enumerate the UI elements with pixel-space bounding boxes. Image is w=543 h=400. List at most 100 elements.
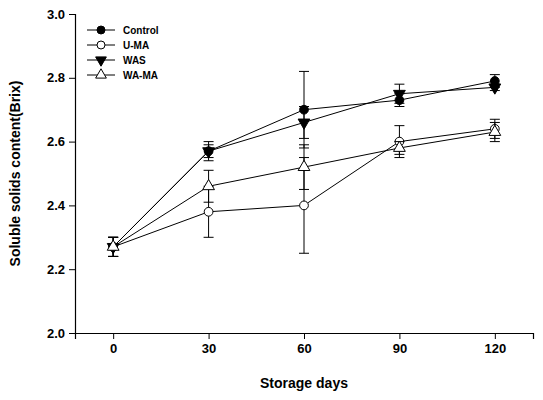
series-line — [113, 132, 495, 247]
error-bar-cap — [108, 237, 118, 238]
error-bar-cap — [204, 160, 214, 161]
error-bar-cap — [108, 256, 118, 257]
error-bar-cap — [299, 138, 309, 139]
error-bar — [299, 71, 309, 148]
series-line — [113, 129, 495, 247]
x-tick-label: 30 — [202, 341, 216, 356]
chart: 0 30 60 90 120 2.0 2.2 2.4 2.6 2.8 3.0 Control U-MA W… — [0, 0, 543, 400]
legend-label: Control — [123, 25, 159, 36]
x-tick-mark — [113, 333, 114, 339]
error-bar-cap — [394, 106, 404, 107]
error-bar-cap — [394, 84, 404, 85]
error-bar-cap — [108, 256, 118, 257]
legend-label: WAS — [123, 55, 146, 66]
error-bar — [394, 84, 404, 103]
series — [107, 122, 500, 256]
error-bar-cap — [490, 141, 500, 142]
series — [108, 71, 500, 256]
series-line — [113, 87, 495, 247]
legend-marker — [96, 69, 107, 78]
error-bar — [108, 237, 118, 256]
error-bar-cap — [108, 237, 118, 238]
marker — [394, 90, 406, 100]
error-bar — [204, 145, 214, 158]
marker — [489, 84, 501, 94]
error-bar-cap — [394, 125, 404, 126]
legend-marker — [96, 57, 107, 66]
marker — [203, 148, 215, 158]
error-bar-cap — [204, 141, 214, 142]
error-bar — [299, 145, 309, 190]
y-tick-label: 2.8 — [47, 70, 65, 85]
y-tick-label: 2.2 — [47, 262, 65, 277]
error-bar-cap — [108, 237, 118, 238]
y-tick: 3.0 — [47, 7, 75, 22]
legend-label: WA-MA — [123, 70, 158, 81]
legend-item: Control — [87, 25, 159, 36]
y-tick: 2.0 — [47, 326, 75, 341]
y-tick-mark — [69, 14, 75, 15]
x-tick-mark — [209, 333, 210, 339]
x-tick-mark — [304, 333, 305, 339]
error-bar-stem — [304, 71, 305, 148]
error-bar — [490, 119, 500, 138]
y-tick: 2.6 — [47, 134, 75, 149]
y-tick-mark — [69, 205, 75, 206]
x-tick-label: 90 — [393, 341, 407, 356]
error-bar-cap — [490, 122, 500, 123]
series-group — [107, 71, 500, 256]
error-bar-cap — [204, 237, 214, 238]
marker — [394, 141, 406, 151]
legend-item: U-MA — [87, 40, 149, 51]
y-tick-label: 2.4 — [47, 198, 66, 213]
x-tick: 30 — [202, 333, 216, 356]
y-tick: 2.2 — [47, 262, 75, 277]
error-bar-cap — [299, 189, 309, 190]
x-tick: 90 — [393, 333, 407, 356]
y-tick-label: 2.6 — [47, 134, 65, 149]
legend-marker — [97, 26, 105, 34]
error-bar-cap — [490, 119, 500, 120]
error-bar-cap — [204, 144, 214, 145]
x-tick-label: 120 — [484, 341, 506, 356]
error-bar-cap — [299, 71, 309, 72]
y-tick-mark — [69, 269, 75, 270]
error-bar-cap — [299, 144, 309, 145]
x-tick-mark — [399, 333, 400, 339]
marker — [489, 125, 501, 135]
error-bar — [204, 142, 214, 161]
error-bar — [108, 237, 118, 256]
x-axis-line — [76, 334, 534, 340]
error-bar — [394, 126, 404, 158]
legend-item: WAS — [87, 55, 146, 67]
x-tick-label: 60 — [297, 341, 311, 356]
y-tick-mark — [69, 333, 75, 334]
error-bar-cap — [394, 154, 404, 155]
y-tick-label: 2.0 — [47, 326, 65, 341]
legend-marker — [97, 41, 105, 49]
y-tick-mark — [69, 78, 75, 79]
error-bar-cap — [204, 202, 214, 203]
y-tick-mark — [69, 142, 75, 143]
marker — [298, 160, 310, 170]
y-tick: 2.8 — [47, 70, 75, 85]
x-tick: 120 — [484, 333, 506, 356]
error-bar — [204, 170, 214, 202]
x-tick-mark — [495, 333, 496, 339]
error-bar — [490, 122, 500, 141]
y-axis-line — [69, 15, 76, 334]
y-axis: 2.0 2.2 2.4 2.6 2.8 3.0 — [47, 7, 76, 341]
legend-label: U-MA — [123, 40, 149, 51]
error-bar-cap — [204, 170, 214, 171]
series — [108, 119, 500, 256]
error-bar — [108, 237, 118, 256]
legend: Control U-MA WAS WA-MA — [87, 25, 159, 81]
x-tick: 60 — [297, 333, 311, 356]
error-bar-cap — [490, 74, 500, 75]
error-bar-cap — [108, 256, 118, 257]
x-tick-label: 0 — [110, 341, 117, 356]
error-bar-cap — [299, 106, 309, 107]
y-tick: 2.4 — [47, 198, 75, 213]
legend-item: WA-MA — [87, 69, 158, 81]
marker — [203, 179, 215, 189]
